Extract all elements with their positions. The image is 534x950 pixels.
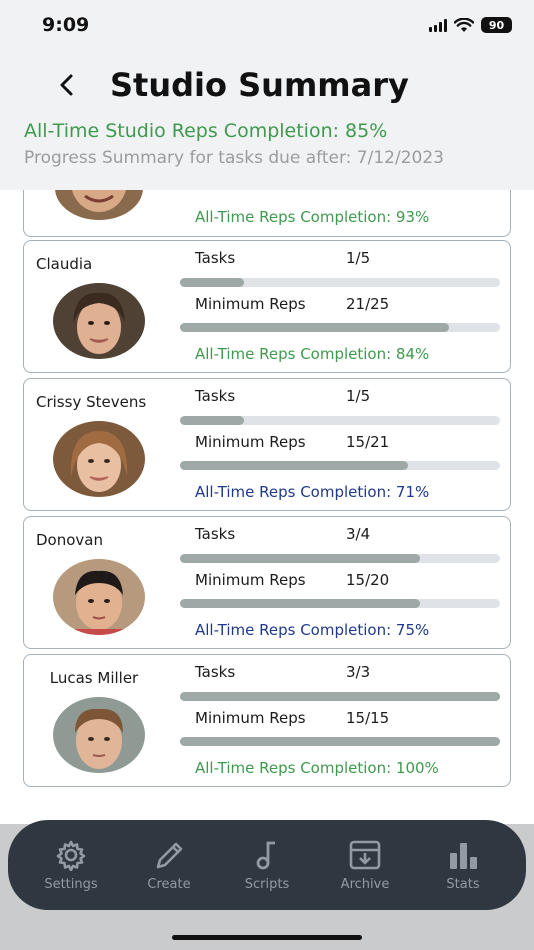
progress-summary: Progress Summary for tasks due after: 7/… [24,148,444,168]
bar-chart-icon [450,842,477,869]
page-title: Studio Summary [110,66,409,104]
student-card[interactable]: All-Time Reps Completion: 93% [23,190,511,237]
home-indicator [172,935,362,940]
pencil-icon [156,842,183,868]
tab-archive[interactable]: Archive [325,839,405,892]
alltime-completion: All-Time Reps Completion: 75% [195,621,430,639]
tasks-progress-bar [180,554,500,563]
avatar [53,283,145,359]
avatar [55,190,143,220]
min-reps-label: Minimum Reps [195,295,306,313]
gear-icon [56,840,86,871]
alltime-completion: All-Time Reps Completion: 93% [195,208,430,226]
student-name: Crissy Stevens [36,393,147,411]
min-reps-label: Minimum Reps [195,571,306,589]
tab-label: Archive [340,876,390,892]
tasks-label: Tasks [195,525,236,543]
tasks-label: Tasks [195,249,236,267]
min-reps-value: 21/25 [346,295,390,313]
avatar [53,559,145,635]
student-list[interactable]: All-Time Reps Completion: 93% Claudia Ta… [0,190,534,787]
status-time: 9:09 [42,14,90,36]
wifi-icon [454,17,474,32]
tab-stats[interactable]: Stats [423,839,503,892]
tab-create[interactable]: Create [129,839,209,892]
header: Studio Summary All-Time Studio Reps Comp… [0,56,534,190]
tasks-progress-bar [180,278,500,287]
battery-icon: 90 [481,17,512,33]
tasks-label: Tasks [195,387,236,405]
student-name: Donovan [36,531,103,549]
student-name: Claudia [36,255,93,273]
cellular-signal-icon [429,18,447,32]
avatar [53,697,145,773]
min-reps-progress-bar [180,737,500,746]
archive-box-icon [349,840,381,869]
student-card[interactable]: Claudia Tasks 1/5 Minimum Reps 21/25 All… [23,240,511,373]
min-reps-label: Minimum Reps [195,709,306,727]
min-reps-value: 15/20 [346,571,390,589]
tasks-progress-bar [180,416,500,425]
tasks-value: 3/4 [346,525,371,543]
student-card[interactable]: Crissy Stevens Tasks 1/5 Minimum Reps 15… [23,378,511,511]
tab-settings[interactable]: Settings [31,839,111,892]
tab-scripts[interactable]: Scripts [227,839,307,892]
status-icons: 90 [429,17,512,33]
alltime-completion: All-Time Reps Completion: 84% [195,345,430,363]
min-reps-progress-bar [180,599,500,608]
min-reps-progress-bar [180,323,500,332]
min-reps-progress-bar [180,461,500,470]
alltime-completion: All-Time Reps Completion: 100% [195,759,439,777]
back-chevron-icon[interactable] [56,72,78,98]
student-name: Lucas Miller [49,669,139,687]
alltime-completion: All-Time Reps Completion: 71% [195,483,430,501]
tab-label: Settings [44,876,98,892]
tasks-label: Tasks [195,663,236,681]
tasks-value: 3/3 [346,663,371,681]
status-bar: 9:09 90 [0,0,534,56]
tab-label: Create [147,876,191,892]
music-note-icon [256,841,275,869]
avatar [53,421,145,497]
min-reps-label: Minimum Reps [195,433,306,451]
tab-bar: Settings Create Scripts Archive [8,820,526,910]
min-reps-value: 15/15 [346,709,390,727]
min-reps-value: 15/21 [346,433,390,451]
tasks-progress-bar [180,692,500,701]
tab-label: Stats [446,876,480,892]
tab-label: Scripts [244,876,290,892]
student-card[interactable]: Lucas Miller Tasks 3/3 Minimum Reps 15/1… [23,654,511,787]
tasks-value: 1/5 [346,387,371,405]
tasks-value: 1/5 [346,249,371,267]
overall-completion: All-Time Studio Reps Completion: 85% [24,120,388,142]
student-card[interactable]: Donovan Tasks 3/4 Minimum Reps 15/20 All… [23,516,511,649]
